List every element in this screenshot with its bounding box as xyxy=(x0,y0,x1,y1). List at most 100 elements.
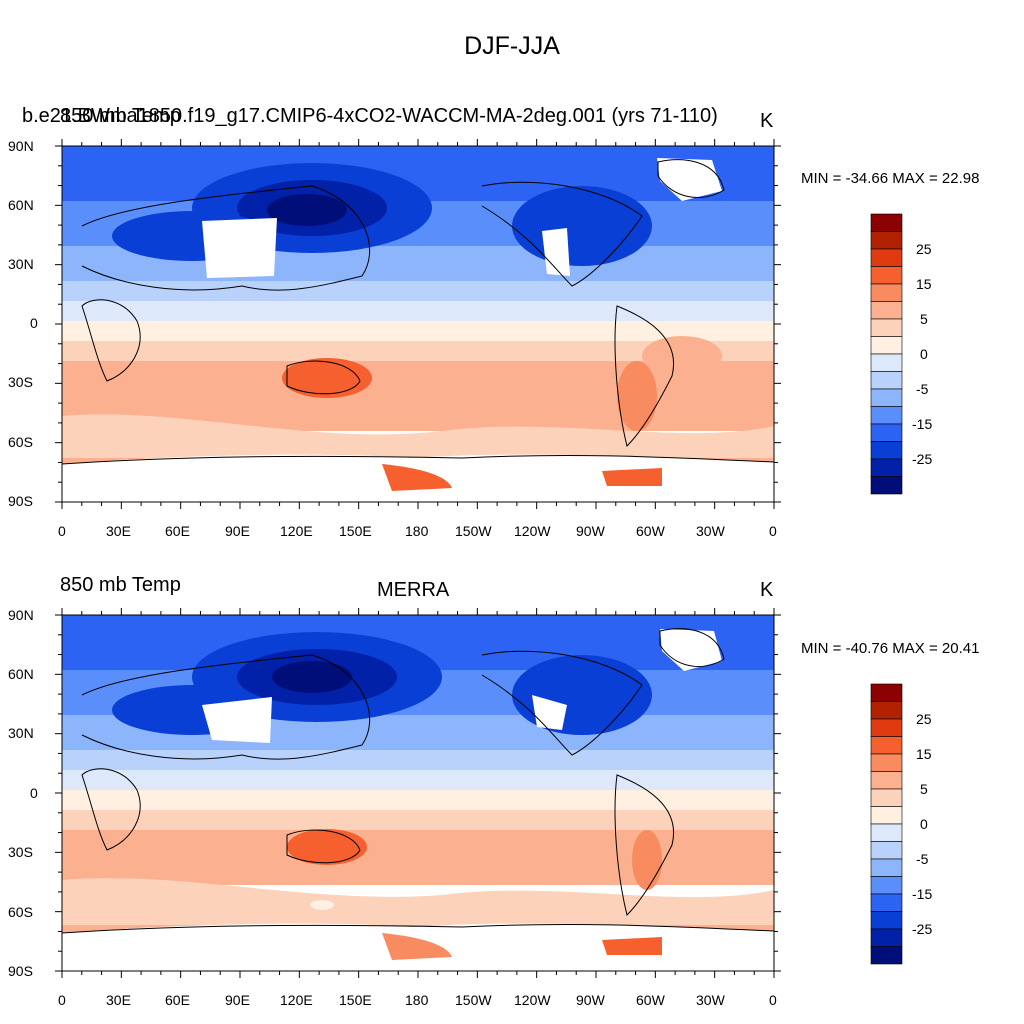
panel2-ytick-label: 90S xyxy=(8,963,33,979)
panel2-xtick-label: 0 xyxy=(58,992,66,1008)
colorbar-swatch xyxy=(870,683,903,702)
panel1-field xyxy=(62,146,774,502)
panel1-xtick-label: 180 xyxy=(405,523,429,539)
panel1-ytick-label: 30N xyxy=(8,256,34,272)
panel2-ytick-label: 30N xyxy=(8,725,34,741)
colorbar-swatch xyxy=(870,248,903,267)
panel1-ytick-label: 60N xyxy=(8,197,34,213)
panel2-colorbar-label: -5 xyxy=(916,851,929,867)
panel1-xtick-label: 0 xyxy=(769,523,777,539)
colorbar-swatch xyxy=(870,458,903,477)
colorbar-swatch xyxy=(870,858,903,877)
panel2-xtick-label: 180 xyxy=(405,992,429,1008)
panel2-xtick-label: 150W xyxy=(455,992,492,1008)
colorbar-swatch xyxy=(870,318,903,337)
panel2-colorbar-label: 25 xyxy=(916,711,932,727)
colorbar-swatch xyxy=(870,406,903,425)
colorbar-swatch xyxy=(870,231,903,250)
panel2-tick-marks xyxy=(55,608,781,978)
colorbar-swatch xyxy=(870,213,903,232)
panel1-ytick-label: 90S xyxy=(8,493,33,509)
panel1-xtick-label: 120W xyxy=(514,523,551,539)
panel2-field xyxy=(62,615,774,971)
panel2-xtick-label: 120E xyxy=(280,992,313,1008)
colorbar-swatch xyxy=(870,928,903,947)
colorbar-swatch xyxy=(870,266,903,285)
panel1-xtick-label: 30E xyxy=(106,523,131,539)
panel2-ytick-label: 60N xyxy=(8,666,34,682)
panel2-xtick-label: 120W xyxy=(514,992,551,1008)
panel1-colorbar-label: -5 xyxy=(916,381,929,397)
panel1-map xyxy=(55,139,781,509)
colorbar-swatch xyxy=(870,336,903,355)
panel1-xtick-label: 150E xyxy=(339,523,372,539)
panel2-variable-title: 850 mb Temp xyxy=(60,574,181,596)
colorbar-swatch xyxy=(870,736,903,755)
panel2-minmax-label: MIN = -40.76 MAX = 20.41 xyxy=(801,640,980,657)
panel1-xtick-label: 60W xyxy=(636,523,665,539)
panel1-variable-title: 850 mb Temp xyxy=(60,105,181,127)
panel1-colorbar-label: 25 xyxy=(916,241,932,257)
colorbar-swatch xyxy=(870,301,903,320)
panel2-xtick-label: 150E xyxy=(339,992,372,1008)
colorbar-swatch xyxy=(870,283,903,302)
panel2-ytick-label: 90N xyxy=(8,607,34,623)
colorbar-swatch xyxy=(870,823,903,842)
panel1-ytick-label: 90N xyxy=(8,138,34,154)
panel1-ytick-label: 30S xyxy=(8,374,33,390)
colorbar-swatch xyxy=(870,841,903,860)
panel2-map xyxy=(55,608,781,978)
panel2-xtick-label: 0 xyxy=(769,992,777,1008)
panel1-colorbar-label: 0 xyxy=(920,346,928,362)
colorbar-swatch xyxy=(870,753,903,772)
colorbar-swatch xyxy=(870,353,903,372)
panel1-ytick-label: 60S xyxy=(8,434,33,450)
panel2-units-label: K xyxy=(760,579,774,601)
panel2-source-title: MERRA xyxy=(377,579,450,601)
panel1-colorbar xyxy=(870,213,903,495)
colorbar-swatch xyxy=(870,771,903,790)
panel1-ytick-label: 0 xyxy=(30,315,38,331)
panel2-colorbar xyxy=(870,683,903,965)
panel1-case-title: b.e21.BWma1850.f19_g17.CMIP6-4xCO2-WACCM… xyxy=(22,105,718,127)
panel1-xtick-label: 90W xyxy=(576,523,605,539)
panel1-colorbar-label: 5 xyxy=(920,311,928,327)
panel1-colorbar-label: -25 xyxy=(912,451,933,467)
colorbar-swatch xyxy=(870,718,903,737)
panel1-coastlines xyxy=(61,159,775,465)
colorbar-swatch xyxy=(870,371,903,390)
panel2-colorbar-label: 5 xyxy=(920,781,928,797)
colorbar-swatch xyxy=(870,876,903,895)
panel2-xtick-label: 60W xyxy=(636,992,665,1008)
panel2-xtick-label: 90E xyxy=(225,992,250,1008)
panel1-tick-marks xyxy=(55,139,781,509)
panel1-colorbar-label: -15 xyxy=(912,416,933,432)
panel1-colorbar-label: 15 xyxy=(916,276,932,292)
colorbar-swatch xyxy=(870,893,903,912)
panel2-colorbar-label: 0 xyxy=(920,816,928,832)
panel2-ytick-label: 30S xyxy=(8,844,33,860)
colorbar-swatch xyxy=(870,946,903,965)
panel2-coastlines xyxy=(61,628,775,934)
panel1-xtick-label: 60E xyxy=(165,523,190,539)
panel2-xtick-label: 60E xyxy=(165,992,190,1008)
figure-title: DJF-JJA xyxy=(464,32,560,60)
panel2-ytick-label: 0 xyxy=(30,785,38,801)
panel2-xtick-label: 30W xyxy=(696,992,725,1008)
panel1-xtick-label: 150W xyxy=(455,523,492,539)
colorbar-swatch xyxy=(870,423,903,442)
colorbar-swatch xyxy=(870,701,903,720)
colorbar-swatch xyxy=(870,806,903,825)
panel1-xtick-label: 30W xyxy=(696,523,725,539)
panel1-xtick-label: 90E xyxy=(225,523,250,539)
panel2-xtick-label: 90W xyxy=(576,992,605,1008)
colorbar-swatch xyxy=(870,788,903,807)
colorbar-swatch xyxy=(870,388,903,407)
panel2-colorbar-label: -25 xyxy=(912,921,933,937)
panel1-minmax-label: MIN = -34.66 MAX = 22.98 xyxy=(801,170,980,187)
panel2-colorbar-label: -15 xyxy=(912,886,933,902)
colorbar-swatch xyxy=(870,476,903,495)
panel2-colorbar-label: 15 xyxy=(916,746,932,762)
panel1-units-label: K xyxy=(760,110,774,132)
panel1-xtick-label: 0 xyxy=(58,523,66,539)
